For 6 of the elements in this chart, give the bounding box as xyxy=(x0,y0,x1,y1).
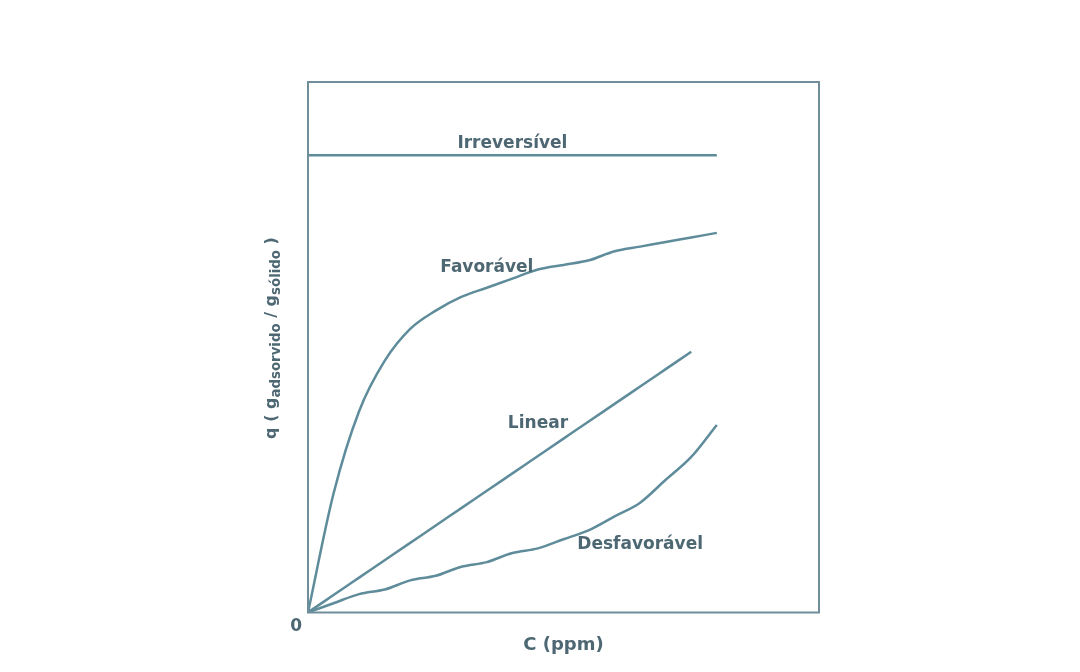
series-label: Linear xyxy=(507,412,569,433)
series-label: Favorável xyxy=(440,256,534,277)
x-axis-title: C (ppm) xyxy=(523,632,604,654)
text: 0 xyxy=(290,615,303,636)
series-label: Desfavorável xyxy=(577,533,703,554)
series-label: Irreversível xyxy=(457,131,568,152)
